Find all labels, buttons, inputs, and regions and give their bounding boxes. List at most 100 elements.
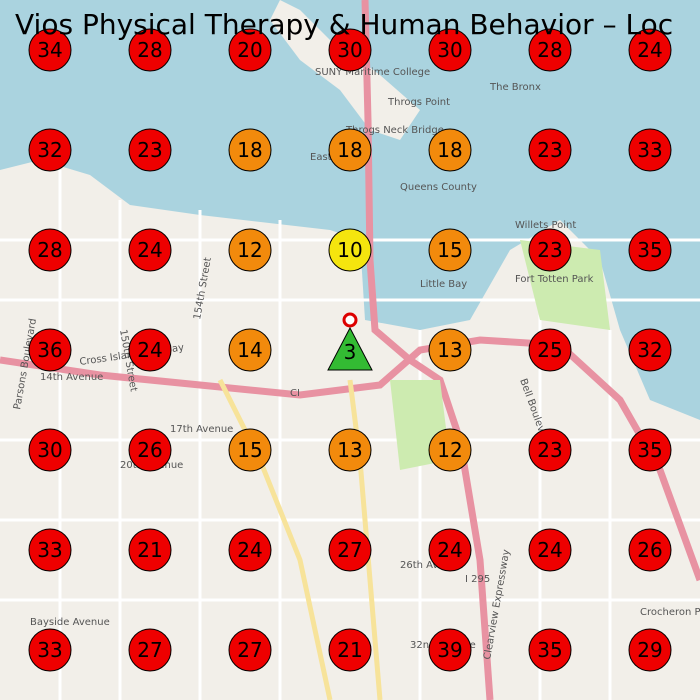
rank-label: 30 [37, 438, 62, 462]
rank-marker [128, 528, 172, 572]
rank-label: 18 [437, 138, 462, 162]
map-label: 26th Avenue [400, 560, 463, 571]
rank-label: 23 [537, 138, 562, 162]
rank-label: 13 [337, 438, 362, 462]
rank-label: 33 [37, 638, 62, 662]
map-label: CI [290, 388, 300, 399]
rank-grid: 34 28 20 30 30 28 24 32 23 18 18 18 23 33 28 24 12 10 15 23… [28, 28, 672, 672]
rank-label: 27 [337, 538, 362, 562]
rank-marker [528, 128, 572, 172]
map-label: SUNY Maritime College [315, 67, 430, 78]
map-label: I 295 [465, 574, 490, 585]
rank-marker [528, 228, 572, 272]
rank-marker [28, 528, 72, 572]
rank-marker [528, 28, 572, 72]
rank-label: 24 [537, 538, 562, 562]
rank-marker [228, 428, 272, 472]
rank-label: 3 [344, 340, 357, 364]
rank-marker [428, 328, 472, 372]
rank-label: 32 [37, 138, 62, 162]
rank-marker [28, 28, 72, 72]
rank-marker [228, 328, 272, 372]
rank-marker [628, 128, 672, 172]
rank-marker [328, 28, 372, 72]
rank-label: 28 [37, 238, 62, 262]
rank-label: 28 [137, 38, 162, 62]
rank-label: 12 [437, 438, 462, 462]
rank-label: 13 [437, 338, 462, 362]
rank-marker [428, 428, 472, 472]
rank-marker [128, 28, 172, 72]
rank-marker [428, 528, 472, 572]
rank-label: 30 [337, 38, 362, 62]
rank-marker [128, 128, 172, 172]
rank-marker [628, 228, 672, 272]
rank-marker [628, 428, 672, 472]
rank-label: 15 [437, 238, 462, 262]
rank-marker [228, 128, 272, 172]
rank-label: 26 [137, 438, 162, 462]
rank-label: 18 [237, 138, 262, 162]
map-label: Fort Totten Park [515, 274, 594, 285]
rank-marker [128, 628, 172, 672]
highway [361, 0, 494, 700]
rank-marker [428, 228, 472, 272]
location-pin [342, 312, 358, 328]
rank-marker [428, 28, 472, 72]
rank-label: 33 [637, 138, 662, 162]
rank-marker [28, 128, 72, 172]
map-label: The Bronx [489, 82, 541, 93]
rank-marker [128, 228, 172, 272]
rank-marker [528, 528, 572, 572]
rank-marker [628, 328, 672, 372]
rank-label: 15 [237, 438, 262, 462]
rank-marker [328, 428, 372, 472]
rank-marker [327, 326, 373, 371]
rank-label: 12 [237, 238, 262, 262]
map-label: Willets Point [515, 220, 576, 231]
rank-label: 21 [137, 538, 162, 562]
map-label: Bayside Avenue [30, 617, 110, 628]
map-label: Little Bay [420, 279, 467, 290]
rank-label: 20 [237, 38, 262, 62]
rank-label: 24 [137, 338, 162, 362]
rank-marker [128, 428, 172, 472]
rank-marker [28, 428, 72, 472]
rank-label: 24 [137, 238, 162, 262]
rank-label: 35 [637, 438, 662, 462]
rank-marker [528, 428, 572, 472]
rank-label: 24 [237, 538, 262, 562]
rank-label: 23 [137, 138, 162, 162]
rank-label: 35 [537, 638, 562, 662]
rank-marker [428, 128, 472, 172]
map-label: Queens County [400, 182, 477, 193]
rank-marker [28, 328, 72, 372]
rank-marker [228, 28, 272, 72]
rank-label: 23 [537, 238, 562, 262]
rank-label: 32 [637, 338, 662, 362]
rank-marker [28, 628, 72, 672]
rank-marker [328, 228, 372, 272]
rank-marker [628, 628, 672, 672]
rank-label: 36 [37, 338, 62, 362]
rank-label: 34 [37, 38, 62, 62]
rank-label: 27 [137, 638, 162, 662]
rank-marker [628, 528, 672, 572]
map-label: 14th Avenue [40, 372, 103, 383]
rank-marker [328, 628, 372, 672]
rank-label: 18 [337, 138, 362, 162]
map-label: 17th Avenue [170, 424, 233, 435]
rank-label: 24 [637, 38, 662, 62]
rank-marker [228, 228, 272, 272]
rank-label: 35 [637, 238, 662, 262]
rank-marker [628, 28, 672, 72]
rank-label: 33 [37, 538, 62, 562]
rank-label: 39 [437, 638, 462, 662]
rank-label: 30 [437, 38, 462, 62]
map-label: Throgs Neck Bridge [345, 125, 444, 136]
rank-label: 29 [637, 638, 662, 662]
rank-label: 10 [337, 238, 362, 262]
rank-marker [328, 528, 372, 572]
rank-marker [528, 328, 572, 372]
